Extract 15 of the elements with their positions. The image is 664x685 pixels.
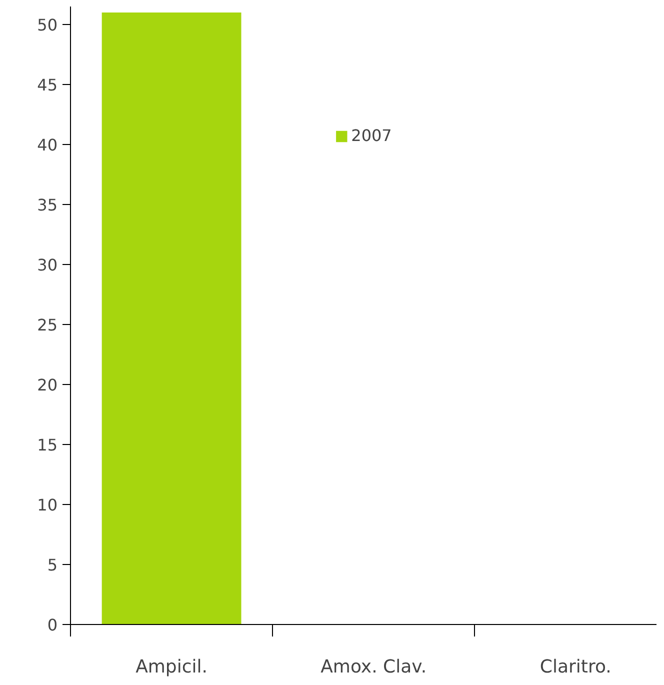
y-tick-label: 30 <box>37 256 58 274</box>
x-tick-label: Amox. Clav. <box>320 656 427 678</box>
y-tick-label: 20 <box>37 376 58 394</box>
x-tick-label: Claritro. <box>540 656 612 678</box>
x-tick-label: Ampicil. <box>136 656 208 678</box>
legend-label: 2007 <box>351 126 392 145</box>
y-tick-label: 10 <box>37 496 58 514</box>
y-tick-label: 50 <box>37 16 58 34</box>
y-tick-label: 5 <box>47 556 58 574</box>
y-tick-label: 35 <box>37 196 58 214</box>
y-tick-label: 15 <box>37 436 58 454</box>
y-tick-label: 0 <box>47 616 58 634</box>
y-tick-label: 25 <box>37 316 58 334</box>
y-tick-label: 45 <box>37 76 58 94</box>
y-tick-label: 40 <box>37 136 58 154</box>
